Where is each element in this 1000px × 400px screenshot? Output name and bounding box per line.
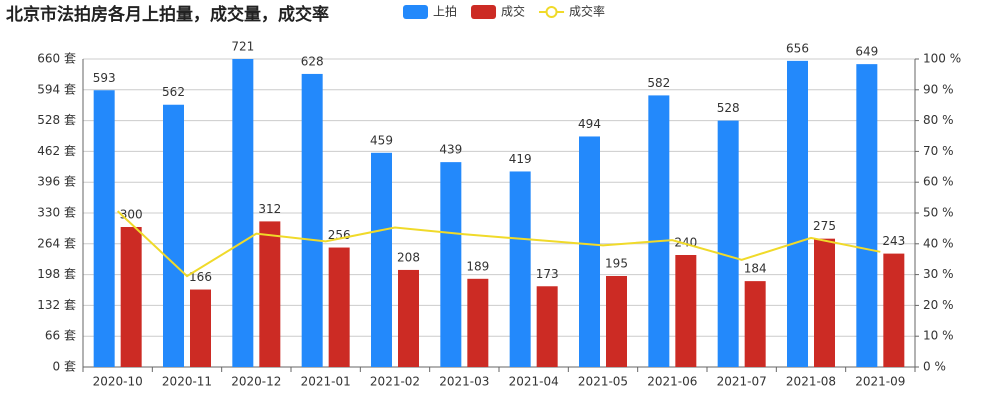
- bar-value-label: 243: [882, 234, 905, 248]
- y2-tick-label: 20 %: [923, 298, 954, 312]
- y-tick-label: 594 套: [37, 82, 76, 96]
- bar: [883, 253, 905, 367]
- bar-value-label: 173: [536, 267, 559, 281]
- x-tick-label: 2021-02: [370, 375, 420, 389]
- y-tick-label: 264 套: [37, 236, 76, 250]
- y-tick-label: 198 套: [37, 267, 76, 281]
- x-tick-label: 2021-05: [578, 375, 628, 389]
- y-tick-label: 66 套: [45, 329, 76, 343]
- x-tick-label: 2021-01: [301, 375, 351, 389]
- bar-value-label: 593: [93, 71, 116, 85]
- y-tick-label: 132 套: [37, 298, 76, 312]
- bar: [606, 276, 627, 367]
- bar: [301, 73, 323, 367]
- bar: [232, 59, 254, 367]
- bar: [371, 152, 392, 367]
- bar: [648, 95, 670, 367]
- bar: [93, 90, 115, 367]
- bar-value-label: 256: [328, 228, 351, 242]
- bar: [744, 281, 766, 367]
- bar-value-label: 628: [301, 54, 324, 68]
- bar: [328, 247, 350, 367]
- x-tick-label: 2021-06: [647, 375, 697, 389]
- y-tick-label: 660 套: [37, 52, 76, 66]
- legend-label: 成交: [501, 4, 525, 19]
- bar-value-label: 562: [162, 85, 185, 99]
- legend-label: 成交率: [569, 4, 605, 19]
- x-tick-label: 2020-11: [162, 375, 212, 389]
- y-tick-label: 462 套: [37, 144, 76, 158]
- bar-value-label: 189: [466, 259, 489, 273]
- y-tick-label: 0 套: [53, 360, 76, 374]
- bar: [190, 289, 211, 367]
- y-tick-label: 330 套: [37, 206, 76, 220]
- chart-title: 北京市法拍房各月上拍量，成交量，成交率: [6, 4, 329, 25]
- bar: [467, 278, 489, 367]
- bar-value-label: 582: [647, 76, 670, 90]
- plot-area: [93, 59, 905, 367]
- bar-value-label: 459: [370, 133, 393, 147]
- y2-tick-label: 100 %: [923, 52, 961, 66]
- legend-swatch: [471, 5, 497, 19]
- x-tick-label: 2021-03: [439, 375, 489, 389]
- bar-value-label: 528: [717, 101, 740, 115]
- y2-tick-label: 0 %: [923, 360, 946, 374]
- x-tick-label: 2020-10: [93, 375, 143, 389]
- bar: [675, 255, 697, 367]
- bar-value-label: 275: [813, 219, 836, 233]
- y2-tick-label: 40 %: [923, 236, 954, 250]
- bar: [579, 136, 600, 367]
- x-tick-label: 2021-09: [855, 375, 905, 389]
- bar: [717, 120, 739, 367]
- legend-label: 上拍: [433, 4, 457, 19]
- y2-tick-label: 70 %: [923, 144, 954, 158]
- bar-value-label: 439: [439, 143, 462, 157]
- bar: [440, 162, 462, 367]
- y-tick-label: 396 套: [37, 175, 76, 189]
- bar: [163, 104, 184, 367]
- bar-value-label: 300: [120, 208, 143, 222]
- bar: [787, 60, 808, 367]
- y-tick-label: 528 套: [37, 113, 76, 127]
- bar-value-label: 494: [578, 117, 601, 131]
- bar-value-label: 656: [786, 41, 809, 55]
- bar: [814, 238, 835, 367]
- y2-tick-label: 50 %: [923, 206, 954, 220]
- bar-value-label: 649: [855, 45, 878, 59]
- bar-value-label: 208: [397, 250, 420, 264]
- x-tick-label: 2020-12: [231, 375, 281, 389]
- bar-value-label: 195: [605, 257, 628, 271]
- y2-tick-label: 90 %: [923, 82, 954, 96]
- bar-value-label: 166: [189, 270, 212, 284]
- bar: [856, 64, 878, 367]
- rate-line: [116, 210, 881, 278]
- bar: [509, 171, 531, 367]
- bar: [120, 227, 142, 367]
- x-tick-label: 2021-07: [717, 375, 767, 389]
- bar-value-label: 721: [231, 40, 254, 54]
- bar: [398, 269, 419, 367]
- bar-value-label: 419: [509, 152, 532, 166]
- y2-tick-label: 10 %: [923, 329, 954, 343]
- bar: [259, 221, 281, 367]
- y2-tick-label: 30 %: [923, 267, 954, 281]
- x-tick-label: 2021-08: [786, 375, 836, 389]
- y2-tick-label: 80 %: [923, 113, 954, 127]
- legend-marker: [545, 6, 558, 18]
- legend-swatch: [403, 5, 428, 19]
- bar-value-label: 312: [258, 202, 281, 216]
- bar: [536, 286, 558, 367]
- y2-tick-label: 60 %: [923, 175, 954, 189]
- bar-value-label: 184: [744, 262, 767, 276]
- x-tick-label: 2021-04: [509, 375, 559, 389]
